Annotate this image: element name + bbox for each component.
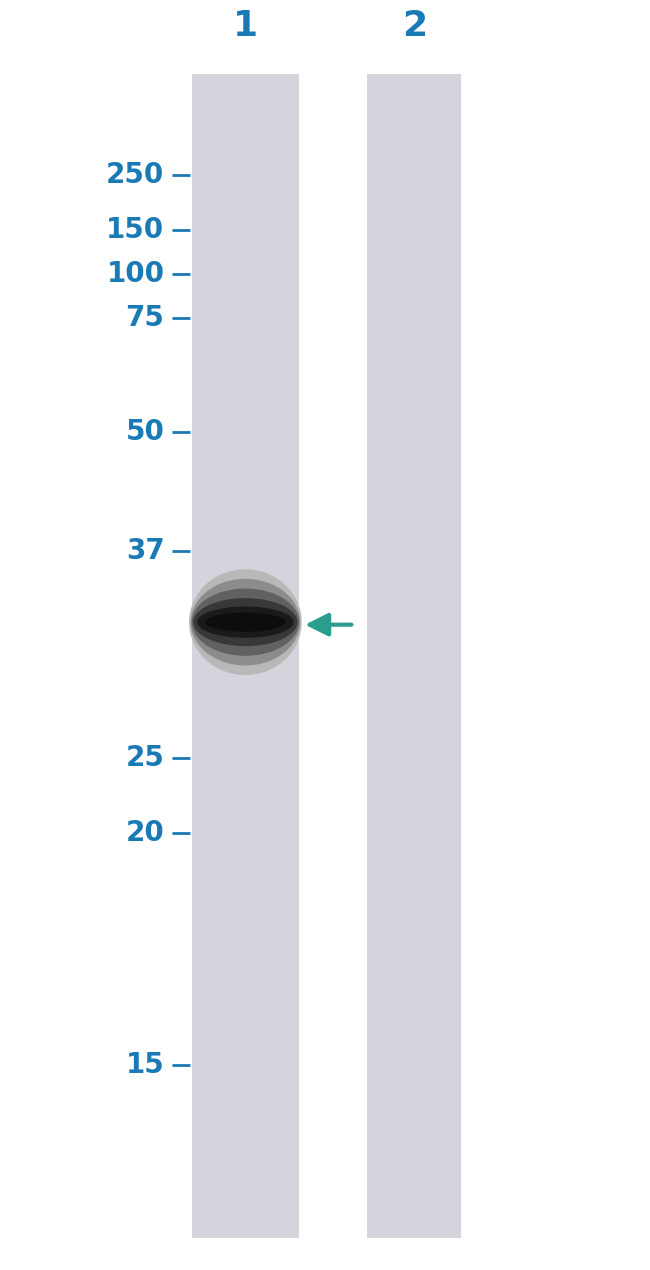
Text: 150: 150 [107, 216, 164, 244]
Bar [367, 74, 461, 1238]
Text: 50: 50 [125, 418, 164, 446]
Text: 1: 1 [233, 9, 258, 43]
Text: 75: 75 [125, 305, 164, 333]
Ellipse shape [190, 579, 300, 665]
Bar [192, 74, 299, 1238]
Text: 2: 2 [402, 9, 427, 43]
Text: 250: 250 [106, 161, 164, 189]
Ellipse shape [197, 607, 294, 638]
Text: 25: 25 [125, 743, 164, 772]
Ellipse shape [193, 598, 298, 646]
Ellipse shape [192, 588, 299, 655]
Text: 15: 15 [125, 1052, 164, 1080]
Ellipse shape [205, 612, 285, 631]
Text: 20: 20 [125, 819, 164, 847]
Text: 37: 37 [125, 537, 164, 565]
Text: 100: 100 [107, 260, 164, 288]
Ellipse shape [189, 569, 302, 676]
